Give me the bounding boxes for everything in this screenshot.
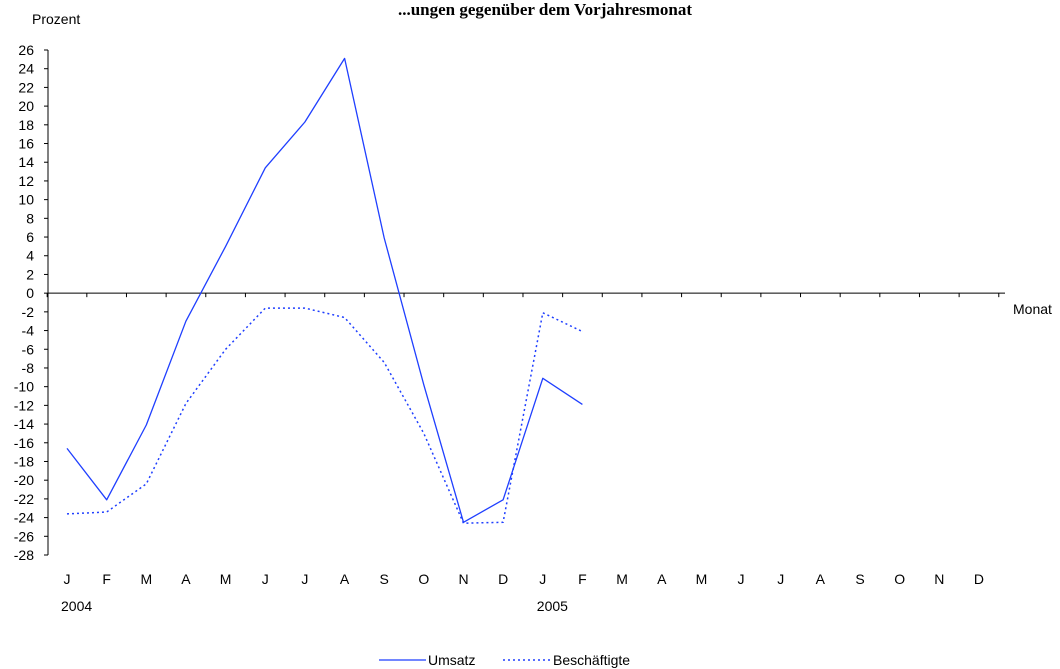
y-tick-label: 12 (18, 173, 34, 189)
x-tick-label: J (301, 571, 308, 587)
y-tick-label: -6 (22, 341, 35, 357)
y-tick-label: -8 (22, 360, 35, 376)
y-tick-label: -2 (22, 304, 35, 320)
y-tick-label: -16 (14, 435, 34, 451)
y-tick-label: -14 (14, 416, 34, 432)
y-tick-label: -10 (14, 379, 34, 395)
x-tick-label: J (539, 571, 546, 587)
x-tick-label: F (102, 571, 111, 587)
y-tick-label: -22 (14, 491, 34, 507)
y-tick-label: 2 (26, 266, 34, 282)
x-tick-label: S (855, 571, 864, 587)
y-tick-label: 26 (18, 42, 34, 58)
x-tick-label: M (220, 571, 232, 587)
x-tick-label: J (64, 571, 71, 587)
series-line-0 (66, 57, 583, 523)
x-tick-label: N (458, 571, 468, 587)
x-year-label: 2004 (61, 598, 92, 614)
y-tick-label: 4 (26, 248, 34, 264)
series-line-1 (66, 307, 583, 524)
x-tick-label: J (738, 571, 745, 587)
x-tick-label: O (418, 571, 429, 587)
x-ticks: J F M A M J J A S O N D J F M A M J J A S O N D 2004 2005 (46, 293, 1000, 614)
x-tick-label: O (894, 571, 905, 587)
y-tick-label: 24 (18, 61, 34, 77)
series-lines (66, 57, 583, 524)
x-tick-label: M (140, 571, 152, 587)
x-year-label: 2005 (537, 598, 568, 614)
x-tick-label: A (816, 571, 826, 587)
y-tick-label: -4 (22, 323, 35, 339)
x-tick-label: A (340, 571, 350, 587)
legend: Umsatz Beschäftigte (379, 652, 630, 668)
x-tick-label: A (181, 571, 191, 587)
y-tick-label: 10 (18, 192, 34, 208)
y-tick-label: -24 (14, 510, 34, 526)
legend-label-0: Umsatz (428, 652, 475, 668)
x-tick-label: M (696, 571, 708, 587)
axes (47, 50, 1005, 555)
y-tick-label: -28 (14, 547, 34, 563)
y-tick-label: 22 (18, 79, 34, 95)
y-axis-title: Prozent (32, 11, 80, 27)
legend-label-1: Beschäftigte (553, 652, 630, 668)
x-tick-label: A (657, 571, 667, 587)
x-tick-label: D (498, 571, 508, 587)
x-tick-label: M (616, 571, 628, 587)
x-tick-label: F (578, 571, 587, 587)
y-tick-label: -12 (14, 397, 34, 413)
x-tick-label: J (262, 571, 269, 587)
y-tick-label: 18 (18, 117, 34, 133)
y-ticks: 26242220181614121086420-2-4-6-8-10-12-14… (14, 42, 48, 563)
y-tick-label: 14 (18, 154, 34, 170)
y-tick-label: 0 (26, 285, 34, 301)
y-tick-label: 8 (26, 210, 34, 226)
y-tick-label: 16 (18, 136, 34, 152)
y-tick-label: -18 (14, 453, 34, 469)
y-tick-label: -26 (14, 528, 34, 544)
y-tick-label: 6 (26, 229, 34, 245)
x-tick-label: S (380, 571, 389, 587)
y-tick-label: -20 (14, 472, 34, 488)
x-axis-title: Monat (1013, 301, 1052, 317)
x-tick-label: J (777, 571, 784, 587)
y-tick-label: 20 (18, 98, 34, 114)
x-tick-label: N (934, 571, 944, 587)
chart-title: ...ungen gegenüber dem Vorjahresmonat (398, 0, 692, 19)
x-tick-label: D (974, 571, 984, 587)
